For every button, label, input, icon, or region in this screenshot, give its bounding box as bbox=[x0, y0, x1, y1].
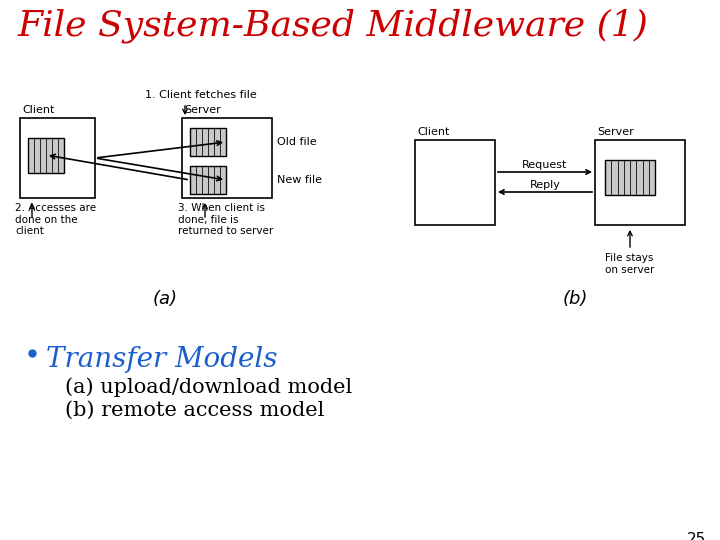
Bar bbox=[415, 140, 495, 225]
Text: File stays
on server: File stays on server bbox=[605, 253, 654, 275]
Bar bbox=[28, 138, 34, 173]
Bar bbox=[208, 128, 214, 156]
Bar bbox=[220, 128, 226, 156]
Text: (a) upload/download model: (a) upload/download model bbox=[65, 377, 352, 397]
Text: File System-Based Middleware (1): File System-Based Middleware (1) bbox=[18, 8, 649, 43]
Bar bbox=[190, 166, 226, 194]
Text: Transfer Models: Transfer Models bbox=[46, 346, 277, 373]
Text: Reply: Reply bbox=[530, 180, 560, 190]
Text: (b) remote access model: (b) remote access model bbox=[65, 401, 325, 420]
Bar bbox=[605, 160, 611, 195]
Text: (b): (b) bbox=[562, 290, 588, 308]
Bar bbox=[28, 138, 64, 173]
Bar bbox=[624, 160, 630, 195]
Text: Server: Server bbox=[184, 105, 221, 115]
Text: Client: Client bbox=[417, 127, 449, 137]
Bar bbox=[220, 166, 226, 194]
Bar bbox=[190, 128, 196, 156]
Bar bbox=[202, 166, 208, 194]
Bar bbox=[214, 166, 220, 194]
Bar bbox=[611, 160, 618, 195]
Bar bbox=[52, 138, 58, 173]
Bar bbox=[649, 160, 655, 195]
Bar bbox=[58, 138, 64, 173]
Bar bbox=[202, 128, 208, 156]
Text: Client: Client bbox=[22, 105, 55, 115]
Bar bbox=[190, 128, 226, 156]
Bar bbox=[605, 160, 655, 195]
Bar bbox=[618, 160, 624, 195]
Bar bbox=[642, 160, 649, 195]
Text: 25: 25 bbox=[687, 532, 706, 540]
Bar bbox=[46, 138, 52, 173]
Bar bbox=[20, 118, 95, 198]
Bar bbox=[196, 166, 202, 194]
Bar bbox=[208, 166, 214, 194]
Text: New file: New file bbox=[277, 175, 322, 185]
Text: 1. Client fetches file: 1. Client fetches file bbox=[145, 90, 257, 100]
Text: 3. When client is
done, file is
returned to server: 3. When client is done, file is returned… bbox=[178, 203, 274, 236]
Text: Server: Server bbox=[597, 127, 634, 137]
Bar bbox=[595, 140, 685, 225]
Text: (a): (a) bbox=[153, 290, 178, 308]
Text: Old file: Old file bbox=[277, 137, 317, 147]
Bar bbox=[196, 128, 202, 156]
Text: 2. Accesses are
done on the
client: 2. Accesses are done on the client bbox=[15, 203, 96, 236]
Text: Request: Request bbox=[522, 160, 567, 170]
Bar bbox=[190, 166, 196, 194]
Bar bbox=[630, 160, 636, 195]
Bar bbox=[636, 160, 642, 195]
Bar bbox=[34, 138, 40, 173]
Bar bbox=[182, 118, 272, 198]
Bar bbox=[214, 128, 220, 156]
Bar bbox=[40, 138, 46, 173]
